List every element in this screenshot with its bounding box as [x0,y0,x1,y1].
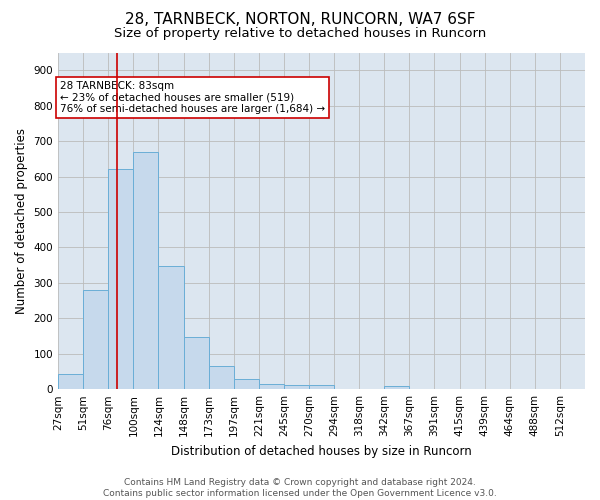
Bar [108,168,133,389]
Bar [233,378,259,389]
Text: 28 TARNBECK: 83sqm
← 23% of detached houses are smaller (519)
76% of semi-detach: 28 TARNBECK: 83sqm ← 23% of detached hou… [60,81,325,114]
Text: Size of property relative to detached houses in Runcorn: Size of property relative to detached ho… [114,28,486,40]
Bar [83,290,108,389]
Text: Contains HM Land Registry data © Crown copyright and database right 2024.
Contai: Contains HM Land Registry data © Crown c… [103,478,497,498]
Bar [384,386,409,389]
Bar [259,384,284,389]
Text: 28, TARNBECK, NORTON, RUNCORN, WA7 6SF: 28, TARNBECK, NORTON, RUNCORN, WA7 6SF [125,12,475,28]
Bar [209,366,233,389]
Bar [284,385,309,389]
X-axis label: Distribution of detached houses by size in Runcorn: Distribution of detached houses by size … [171,444,472,458]
Bar [133,152,158,389]
Bar [309,385,334,389]
Bar [158,266,184,389]
Bar [184,336,209,389]
Y-axis label: Number of detached properties: Number of detached properties [15,128,28,314]
Bar [58,374,83,389]
